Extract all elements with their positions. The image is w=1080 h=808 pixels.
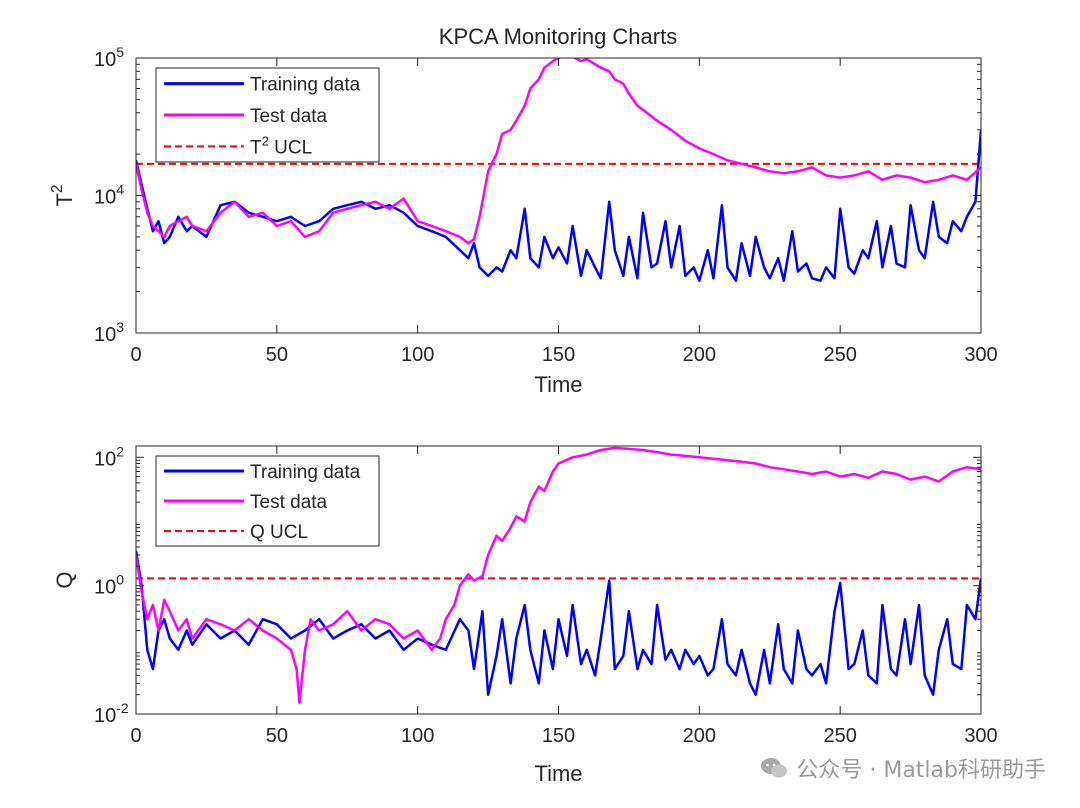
training-series [136,550,981,696]
t2-chart: 0 50 100 150 200 250 300 103 104 105 Time T2 Trainin… [49,44,998,397]
x-tick-label: 50 [266,725,288,747]
figure-title: KPCA Monitoring Charts [439,24,677,49]
y-tick-label: 103 [94,319,124,346]
x-tick-label: 50 [266,344,288,366]
x-tick-label: 150 [542,344,575,366]
y-tick-label: 102 [94,443,124,470]
x-tick-label: 200 [683,344,716,366]
x-tick-label: 0 [130,725,141,747]
x-tick-label: 300 [964,725,997,747]
x-tick-label: 100 [401,344,434,366]
data-lines [136,58,981,282]
y-tick-label: 100 [94,572,124,599]
test-series [136,446,981,704]
y-tick-label: 105 [94,44,124,71]
legend-label: T2 UCL [250,133,312,158]
x-axis-label: Time [534,372,582,397]
y-tick-label: 104 [94,182,124,209]
test-series [136,58,981,245]
legend-label: Test data [250,492,328,513]
y-axis-label: T2 [49,184,77,206]
x-tick-label: 300 [964,344,997,366]
x-axis-label: Time [534,761,582,786]
x-tick-label: 0 [130,344,141,366]
data-lines [136,446,981,704]
x-tick-label: 200 [683,725,716,747]
q-chart: 0 50 100 150 200 250 300 10-2 100 102 Time Q Trainin… [52,443,998,786]
x-tick-label: 150 [542,725,575,747]
legend-label: Training data [250,462,361,483]
watermark-text: 公众号 · Matlab科研助手 [796,758,1046,783]
y-axis-label: Q [52,571,77,588]
x-tick-label: 250 [823,725,856,747]
training-series [136,129,981,282]
wechat-icon [761,758,788,778]
x-tick-label: 100 [401,725,434,747]
legend: Training data Test data Q UCL [155,455,380,547]
y-axis-label-group: T2 [49,184,77,206]
legend-label: Q UCL [250,522,308,543]
y-tick-label: 10-2 [94,700,129,727]
legend-label: Test data [250,106,328,127]
legend-label: Training data [250,75,361,96]
watermark: 公众号 · Matlab科研助手 [760,752,1046,784]
legend: Training data Test data T2 UCL [155,67,380,163]
x-tick-label: 250 [823,344,856,366]
y-axis-label-group: Q [52,571,77,588]
